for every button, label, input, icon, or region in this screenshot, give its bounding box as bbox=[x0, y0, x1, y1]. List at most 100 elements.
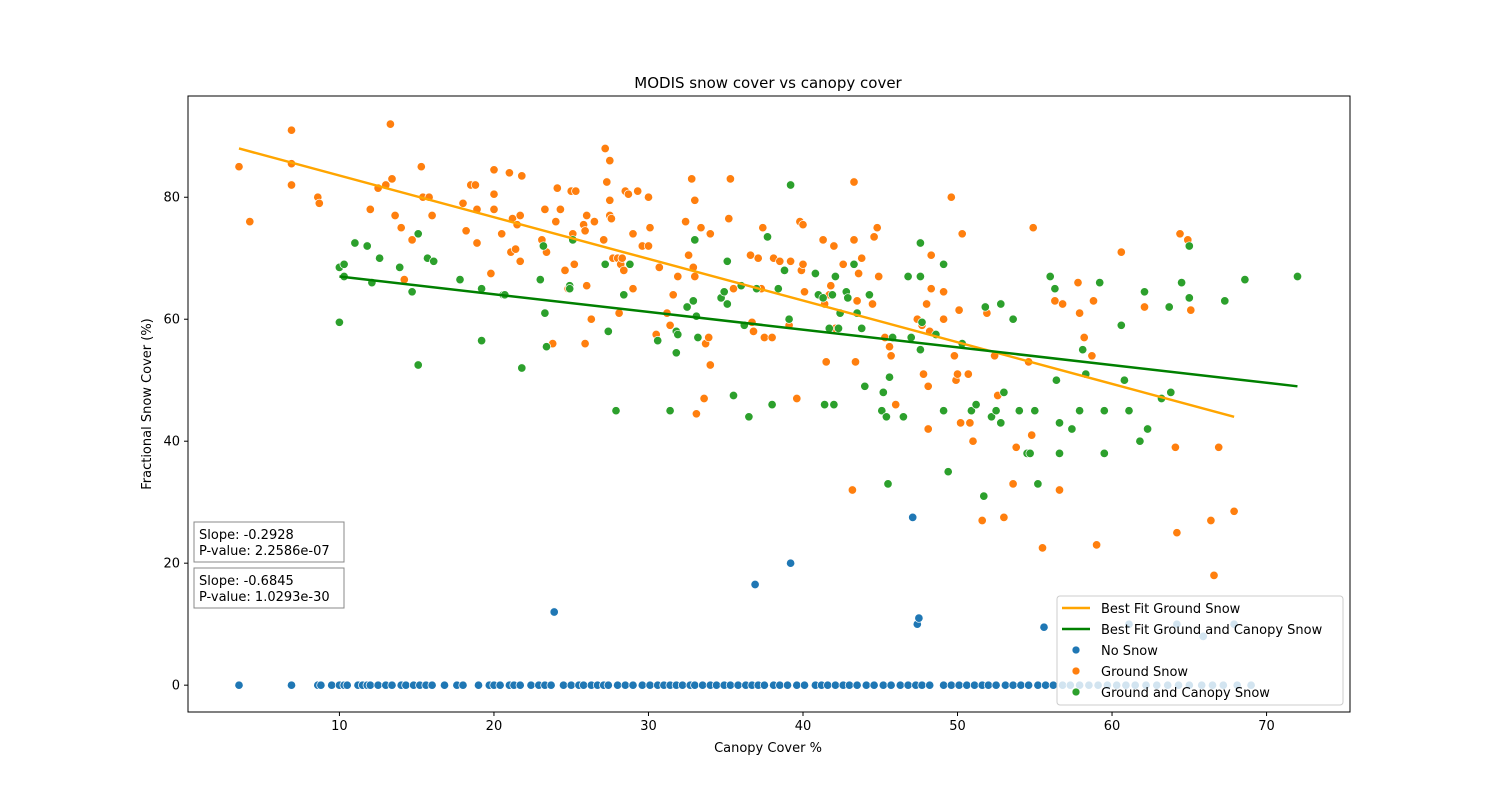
canopy-snow-point bbox=[878, 387, 888, 397]
ground-snow-point bbox=[396, 223, 406, 233]
x-tick-label: 50 bbox=[949, 719, 966, 734]
canopy-snow-point bbox=[673, 329, 683, 340]
no-snow-point bbox=[316, 680, 326, 690]
canopy-snow-point bbox=[881, 412, 891, 422]
no-snow-point bbox=[886, 680, 896, 690]
ground-snow-point bbox=[965, 418, 975, 428]
canopy-snow-point bbox=[1166, 387, 1176, 397]
no-snow-point bbox=[286, 680, 297, 690]
ground-snow-point bbox=[540, 204, 550, 214]
no-snow-point bbox=[861, 680, 871, 690]
y-tick-label: 0 bbox=[172, 679, 180, 694]
no-snow-point bbox=[792, 680, 802, 690]
ground-snow-point bbox=[628, 284, 638, 294]
canopy-snow-point bbox=[860, 381, 870, 391]
canopy-snow-point bbox=[693, 332, 703, 343]
stats-box-2-pvalue: P-value: 1.0293e-30 bbox=[199, 590, 330, 605]
ground-snow-point bbox=[602, 177, 612, 187]
ground-snow-point bbox=[696, 223, 706, 233]
ground-snow-point bbox=[1116, 247, 1126, 257]
no-snow-point bbox=[844, 680, 854, 690]
canopy-snow-point bbox=[857, 323, 867, 333]
canopy-snow-point bbox=[943, 467, 953, 477]
canopy-snow-point bbox=[1045, 271, 1055, 282]
ground-snow-point bbox=[728, 284, 739, 294]
canopy-snow-point bbox=[877, 406, 887, 416]
ground-snow-point bbox=[286, 180, 297, 190]
canopy-snow-point bbox=[1099, 406, 1109, 416]
ground-snow-point bbox=[849, 177, 859, 187]
ground-snow-point bbox=[511, 244, 521, 254]
canopy-snow-point bbox=[722, 256, 732, 266]
ground-snow-point bbox=[1050, 296, 1060, 306]
no-snow-point bbox=[439, 680, 450, 690]
ground-snow-point bbox=[1037, 543, 1048, 553]
canopy-snow-point bbox=[1054, 448, 1065, 458]
canopy-snow-point bbox=[728, 390, 739, 401]
ground-snow-point bbox=[517, 171, 527, 181]
ground-snow-point bbox=[753, 253, 763, 263]
ground-snow-point bbox=[691, 409, 701, 419]
ground-snow-point bbox=[884, 342, 895, 352]
ground-snow-point bbox=[918, 369, 929, 379]
canopy-snow-point bbox=[541, 342, 552, 352]
canopy-snow-point bbox=[671, 348, 681, 358]
no-snow-point bbox=[725, 680, 735, 690]
no-snow-point bbox=[495, 680, 505, 690]
ground-snow-point bbox=[854, 268, 864, 279]
ground-snow-point bbox=[704, 332, 714, 343]
canopy-snow-point bbox=[538, 241, 548, 251]
canopy-snow-point bbox=[767, 400, 777, 410]
no-snow-point bbox=[558, 680, 569, 690]
no-snow-point bbox=[983, 680, 993, 690]
canopy-snow-point bbox=[827, 290, 837, 300]
x-tick-label: 30 bbox=[640, 719, 657, 734]
ground-snow-point bbox=[580, 226, 590, 236]
x-tick-label: 60 bbox=[1104, 719, 1121, 734]
canopy-snow-point bbox=[1075, 406, 1085, 416]
ground-snow-point bbox=[571, 186, 581, 196]
canopy-snow-point bbox=[744, 412, 754, 422]
ground-snow-point bbox=[458, 198, 468, 208]
canopy-snow-point bbox=[1095, 278, 1105, 288]
ground-snow-point bbox=[569, 259, 579, 269]
x-axis-label: Canopy Cover % bbox=[714, 741, 822, 756]
ground-snow-point bbox=[963, 369, 973, 379]
ground-snow-point bbox=[705, 360, 715, 370]
canopy-snow-point bbox=[395, 262, 405, 272]
canopy-snow-point bbox=[1184, 293, 1194, 303]
ground-snow-point bbox=[1073, 278, 1083, 288]
ground-snow-point bbox=[1027, 430, 1037, 440]
canopy-snow-point bbox=[540, 308, 550, 318]
no-snow-point bbox=[733, 680, 743, 690]
ground-snow-point bbox=[665, 320, 675, 330]
no-snow-point bbox=[786, 558, 796, 568]
canopy-snow-point bbox=[773, 284, 783, 294]
ground-snow-point bbox=[798, 220, 808, 230]
ground-snow-point bbox=[390, 210, 400, 221]
ground-snow-point bbox=[690, 195, 700, 205]
ground-snow-point bbox=[886, 351, 896, 361]
canopy-snow-point bbox=[1220, 296, 1230, 306]
no-snow-point bbox=[830, 680, 840, 690]
canopy-snow-point bbox=[339, 259, 349, 269]
fit-line-ground-snow bbox=[238, 147, 1235, 419]
ground-snow-point bbox=[1214, 442, 1224, 452]
no-snow-point bbox=[234, 680, 244, 690]
canopy-snow-point bbox=[999, 387, 1009, 397]
no-snow-point bbox=[342, 680, 352, 690]
ground-snow-point bbox=[623, 189, 633, 199]
canopy-snow-point bbox=[1030, 406, 1040, 416]
no-snow-point bbox=[1033, 680, 1043, 690]
ground-snow-point bbox=[1087, 351, 1097, 361]
no-snow-point bbox=[775, 680, 785, 690]
canopy-snow-point bbox=[820, 400, 830, 410]
ground-snow-point bbox=[654, 262, 664, 272]
canopy-snow-point bbox=[903, 271, 913, 282]
canopy-snow-point bbox=[600, 259, 610, 269]
ground-snow-point bbox=[489, 204, 499, 214]
ground-snow-point bbox=[850, 357, 861, 367]
stats-box-2-slope: Slope: -0.6845 bbox=[199, 574, 294, 589]
no-snow-point bbox=[939, 680, 949, 690]
